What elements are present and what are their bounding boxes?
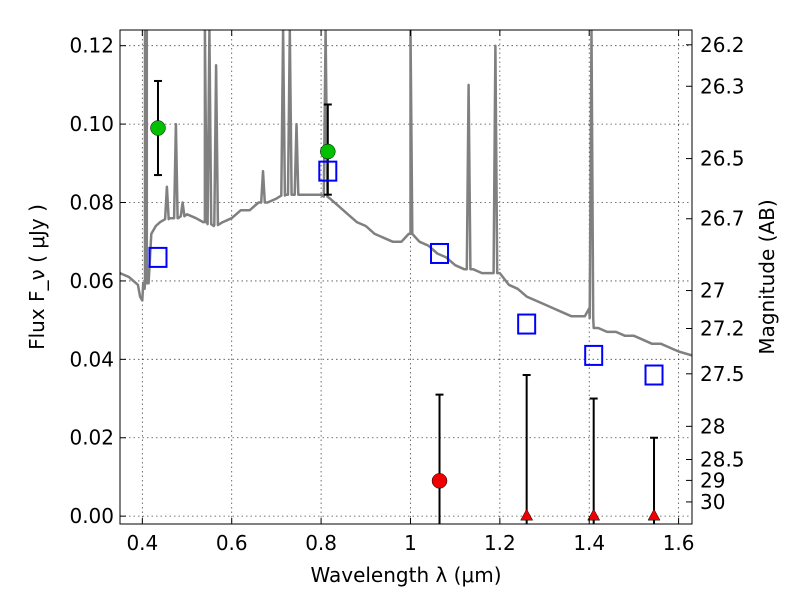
detection-marker: [150, 120, 166, 136]
x-tick-label: 1.6: [663, 531, 695, 555]
upper-limit-marker: [647, 508, 661, 521]
y-tick-label: 0.00: [69, 504, 114, 528]
model-band-marker: [644, 364, 664, 386]
y2-axis-title: Magnitude (AB): [755, 199, 779, 354]
x-tick-label: 1: [404, 531, 417, 555]
model-band-marker: [148, 246, 168, 268]
y-tick-label: 0.08: [69, 191, 114, 215]
model-spectrum-line: [120, 30, 692, 357]
y2-tick-label: 27.2: [700, 317, 745, 341]
x-tick-label: 0.6: [216, 531, 248, 555]
y2-tick-label: 27.5: [700, 362, 745, 386]
model-band-marker: [517, 313, 537, 335]
upper-limit-marker: [520, 508, 534, 521]
y-tick-label: 0.02: [69, 426, 114, 450]
y2-tick-label: 29: [700, 468, 725, 492]
axes: 0.4 0.6 0.8 1 1.2 1.4 1.6 0.00 0.02 0.04 0.06 0.08 0…: [69, 30, 745, 555]
x-tick-label: 0.8: [305, 531, 337, 555]
series-layer: [120, 30, 692, 524]
x-tick-label: 1.4: [573, 531, 605, 555]
y2-tick-label: 28: [700, 414, 725, 438]
x-tick-label: 1.2: [484, 531, 516, 555]
model-band-marker: [430, 242, 450, 264]
model-band-marker: [584, 344, 604, 366]
y2-tick-label: 26.5: [700, 147, 745, 171]
plot-frame: [119, 29, 693, 525]
detection-marker: [320, 143, 336, 160]
y2-tick-label: 26.7: [700, 207, 745, 231]
y-axis-title: Flux F_ν ( μJy ): [25, 204, 49, 350]
upper-limit-marker: [431, 473, 448, 489]
y-tick-label: 0.06: [69, 269, 114, 293]
upper-limit-marker: [587, 508, 601, 521]
y2-tick-label: 26.3: [700, 74, 745, 98]
y-tick-label: 0.10: [69, 112, 114, 136]
x-tick-label: 0.4: [126, 531, 158, 555]
y2-tick-label: 28.5: [700, 447, 745, 471]
x-axis-title: Wavelength λ (μm): [310, 563, 501, 587]
y2-tick-label: 27: [700, 279, 725, 303]
y-tick-label: 0.04: [69, 347, 114, 371]
y2-tick-label: 30: [700, 490, 725, 514]
y2-tick-label: 26.2: [700, 33, 745, 57]
y-tick-label: 0.12: [69, 34, 114, 58]
model-band-marker: [318, 160, 338, 182]
